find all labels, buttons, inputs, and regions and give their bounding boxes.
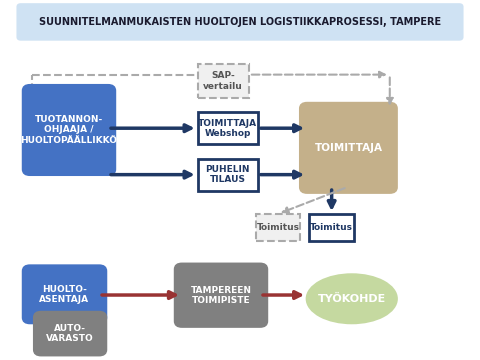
FancyBboxPatch shape	[198, 158, 258, 191]
FancyBboxPatch shape	[16, 3, 464, 41]
Text: PUHELIN
TILAUS: PUHELIN TILAUS	[205, 165, 250, 184]
Text: TAMPEREEN
TOIMIPISTE: TAMPEREEN TOIMIPISTE	[191, 285, 252, 305]
FancyBboxPatch shape	[23, 85, 115, 175]
FancyBboxPatch shape	[175, 264, 267, 327]
Text: TOIMITTAJA
Webshop: TOIMITTAJA Webshop	[198, 118, 257, 138]
Text: TOIMITTAJA: TOIMITTAJA	[314, 143, 383, 153]
Text: SAP-
vertailu: SAP- vertailu	[204, 71, 243, 91]
Text: TYÖKOHDE: TYÖKOHDE	[318, 294, 386, 304]
FancyBboxPatch shape	[23, 266, 106, 323]
Text: TUOTANNON-
OHJAAJA /
HUOLTOPÄÄLLIKKÖ: TUOTANNON- OHJAAJA / HUOLTOPÄÄLLIKKÖ	[21, 115, 118, 145]
Text: HUOLTO-
ASENTAJA: HUOLTO- ASENTAJA	[39, 285, 90, 304]
FancyBboxPatch shape	[198, 64, 249, 98]
FancyBboxPatch shape	[309, 214, 354, 241]
Text: Toimitus: Toimitus	[310, 223, 353, 232]
FancyBboxPatch shape	[35, 312, 106, 355]
FancyBboxPatch shape	[256, 214, 300, 241]
Ellipse shape	[307, 275, 396, 323]
Text: AUTO-
VARASTO: AUTO- VARASTO	[46, 324, 94, 343]
FancyBboxPatch shape	[300, 103, 396, 193]
Text: SUUNNITELMANMUKAISTEN HUOLTOJEN LOGISTIIKKAPROSESSI, TAMPERE: SUUNNITELMANMUKAISTEN HUOLTOJEN LOGISTII…	[39, 17, 441, 27]
FancyBboxPatch shape	[198, 112, 258, 144]
Text: Toimitus: Toimitus	[256, 223, 300, 232]
